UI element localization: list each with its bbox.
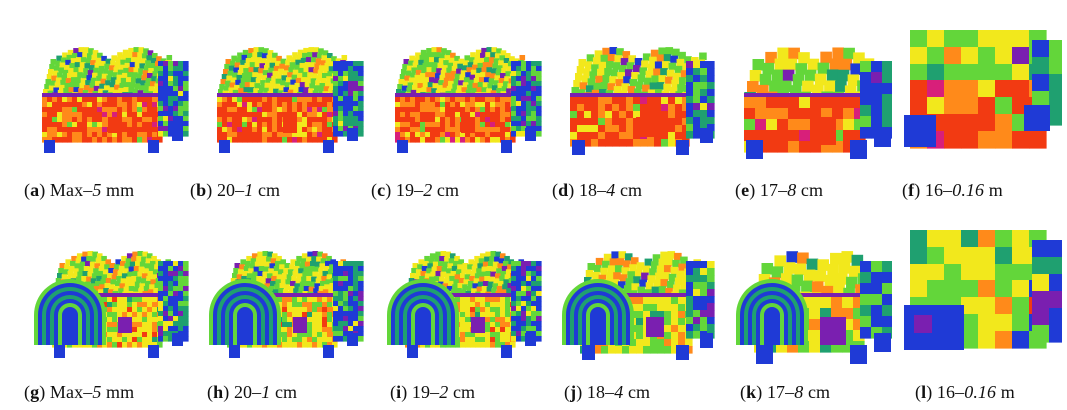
caption-k: (k) 17–8 cm — [740, 382, 831, 402]
caption-h: (h) 20–1 cm — [207, 382, 298, 402]
voxel-model-image — [42, 47, 189, 153]
voxel-model-image — [744, 47, 892, 159]
voxel-model-image — [904, 30, 1062, 149]
voxel-model-image — [736, 251, 892, 364]
caption-i: (i) 19–2 cm — [390, 382, 476, 402]
voxel-model-image — [562, 251, 715, 360]
voxel-model-image — [904, 230, 1062, 350]
caption-c: (c) 19–2 cm — [371, 180, 460, 200]
caption-a: (a) Max–5 mm — [24, 180, 135, 200]
caption-f: (f) 16–0.16 m — [902, 180, 1003, 200]
caption-e: (e) 17–8 cm — [735, 180, 824, 200]
voxel-model-image — [217, 47, 364, 153]
voxel-model-image — [387, 251, 542, 358]
caption-b: (b) 20–1 cm — [190, 180, 281, 200]
voxel-model-image — [395, 47, 542, 153]
voxel-model-image — [34, 251, 189, 358]
caption-j: (j) 18–4 cm — [564, 382, 651, 402]
voxel-model-image — [570, 47, 715, 155]
voxel-model-image — [209, 251, 364, 358]
caption-g: (g) Max–5 mm — [24, 382, 135, 402]
caption-l: (l) 16–0.16 m — [915, 382, 1015, 402]
caption-d: (d) 18–4 cm — [552, 180, 643, 200]
